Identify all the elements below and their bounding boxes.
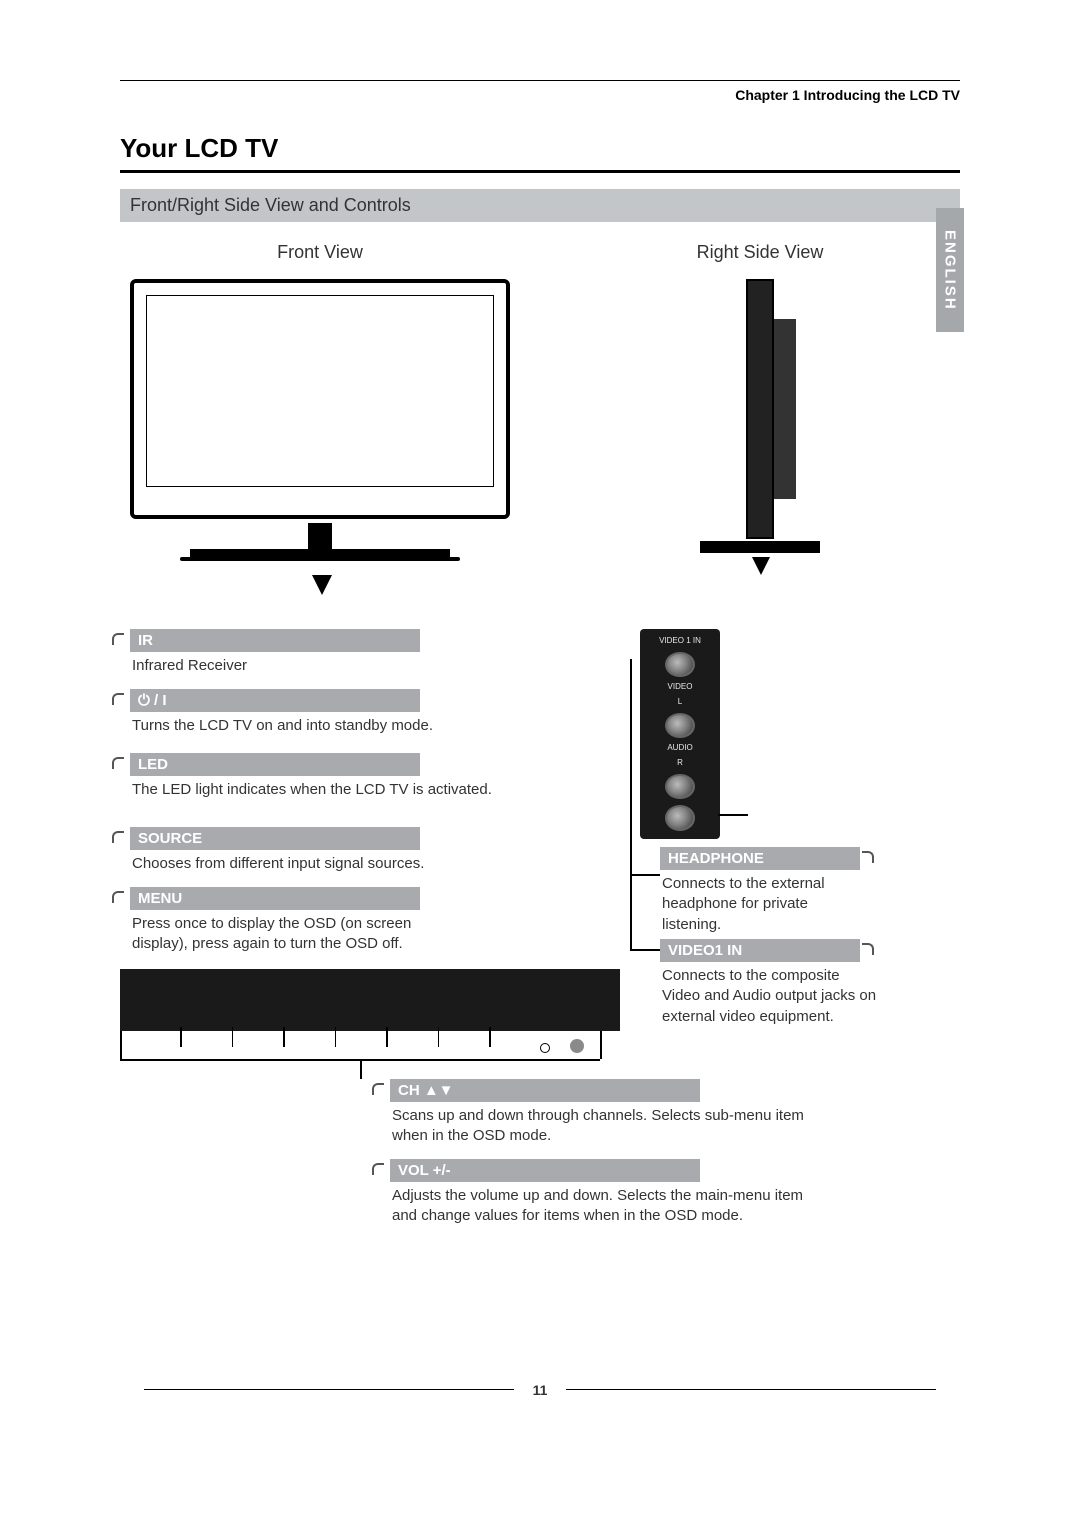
callout-ir: IR Infrared Receiver [130,629,420,676]
callout-desc: Adjusts the volume up and down. Selects … [390,1182,830,1227]
callout-menu: MENU Press once to display the OSD (on s… [130,887,450,955]
lead-line [718,814,748,816]
ir-dot-icon [540,1043,550,1053]
callout-title: VOL +/- [390,1159,700,1182]
panel-label-r: R [677,759,683,768]
button-ticks [180,1027,491,1047]
tv-stand-base [180,557,460,561]
lead-line [630,874,660,876]
tv-front-diagram [130,279,510,579]
video-jack [665,652,695,678]
callout-desc: Turns the LCD TV on and into standby mod… [130,712,433,736]
callout-desc: Connects to the composite Video and Audi… [660,962,880,1027]
callout-desc: Infrared Receiver [130,652,420,676]
connector-panel: VIDEO 1 IN VIDEO L AUDIO R [640,629,720,839]
views-row: Front View Right Side View [120,242,960,589]
panel-label-video: VIDEO [668,683,693,692]
lead-line [630,659,632,949]
tv-side-diagram [680,279,840,589]
callout-title: HEADPHONE [660,847,860,870]
tv-stand [190,549,450,575]
audio-r-jack [665,774,695,800]
callout-headphone: HEADPHONE Connects to the external headp… [660,847,870,935]
front-arrow-down-icon [312,575,332,595]
led-dot-icon [570,1039,584,1053]
callout-title: ⏻ / I [130,689,420,712]
page-content: Chapter 1 Introducing the LCD TV Your LC… [120,80,960,1269]
callout-title: CH ▲▼ [390,1079,700,1102]
tv-side-body [746,279,774,539]
panel-label-video1in: VIDEO 1 IN [659,637,701,646]
callout-desc: Press once to display the OSD (on screen… [130,910,450,955]
tv-side-stand [700,541,820,553]
panel-label-l: L [678,698,682,707]
chapter-label: Chapter 1 Introducing the LCD TV [120,87,960,103]
callout-title: SOURCE [130,827,420,850]
callout-ch: CH ▲▼ Scans up and down through channels… [390,1079,830,1147]
page-number: 11 [519,1382,562,1398]
bracket-line [600,1031,602,1059]
callout-desc: Scans up and down through channels. Sele… [390,1102,830,1147]
callout-desc: Connects to the external headphone for p… [660,870,870,935]
callout-title: IR [130,629,420,652]
bracket-line [360,1059,362,1079]
side-view-column: Right Side View [560,242,960,589]
page-footer: 11 [120,1381,960,1399]
callout-led: LED The LED light indicates when the LCD… [130,753,492,800]
panel-label-audio: AUDIO [667,744,692,753]
callout-desc: The LED light indicates when the LCD TV … [130,776,492,800]
tv-side-back [774,319,796,499]
side-arrow-down-icon [752,557,770,575]
title-rule [120,170,960,173]
callout-area: VIDEO 1 IN VIDEO L AUDIO R IR Infrared R… [120,629,960,1269]
lead-line [630,949,660,951]
callout-power: ⏻ / I Turns the LCD TV on and into stand… [130,689,433,736]
callout-video1: VIDEO1 IN Connects to the composite Vide… [660,939,880,1027]
audio-l-jack [665,713,695,739]
side-view-label: Right Side View [560,242,960,263]
callout-title: MENU [130,887,420,910]
bottom-control-bar [120,969,620,1031]
front-view-column: Front View [120,242,520,589]
bracket-line [120,1031,122,1059]
page-title: Your LCD TV [120,133,960,164]
language-tab: ENGLISH [936,208,964,332]
callout-desc: Chooses from different input signal sour… [130,850,424,874]
callout-title: LED [130,753,420,776]
section-subheader: Front/Right Side View and Controls [120,189,960,222]
callout-source: SOURCE Chooses from different input sign… [130,827,424,874]
headphone-jack [665,805,695,831]
header-rule [120,80,960,81]
callout-vol: VOL +/- Adjusts the volume up and down. … [390,1159,830,1227]
callout-title: VIDEO1 IN [660,939,860,962]
tv-bezel [130,279,510,519]
front-view-label: Front View [120,242,520,263]
